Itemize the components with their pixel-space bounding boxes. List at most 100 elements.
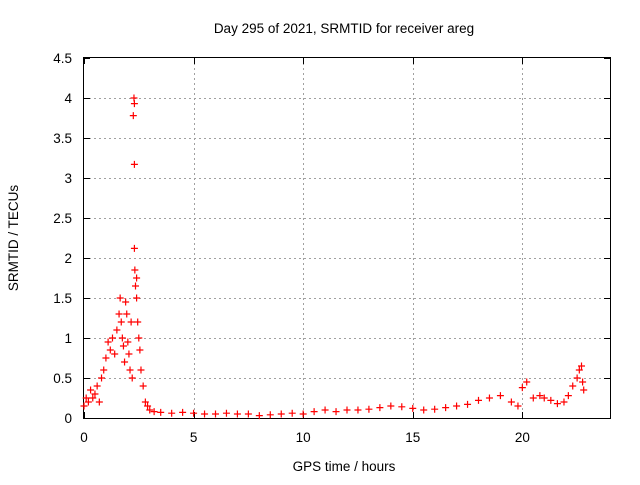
data-point: [485, 394, 493, 402]
data-point: [222, 409, 230, 417]
data-point: [453, 402, 461, 410]
data-point: [507, 398, 515, 406]
data-point: [332, 408, 340, 416]
data-point: [125, 350, 133, 358]
data-point: [266, 411, 274, 419]
data-point: [179, 408, 187, 416]
data-point: [115, 310, 123, 318]
data-point: [523, 378, 531, 386]
data-point: [128, 374, 136, 382]
data-point: [277, 410, 285, 418]
data-point: [365, 405, 373, 413]
y-tick-label: 4.5: [53, 51, 72, 66]
data-point: [84, 398, 92, 406]
x-axis-tick-labels: 0 5 10 15 20: [80, 430, 530, 445]
data-point: [118, 334, 126, 342]
data-series-areg: [80, 94, 588, 420]
data-point: [91, 390, 99, 398]
data-point: [343, 406, 351, 414]
data-point: [564, 392, 572, 400]
data-point: [127, 318, 135, 326]
data-point: [130, 244, 138, 252]
data-point: [299, 410, 307, 418]
data-point: [124, 338, 132, 346]
chart-title: Day 295 of 2021, SRMTID for receiver are…: [214, 21, 474, 36]
data-point: [108, 334, 116, 342]
data-point: [536, 392, 544, 400]
x-tick-label: 5: [190, 430, 198, 445]
y-tick-label: 1: [64, 331, 72, 346]
data-point: [119, 342, 127, 350]
data-point: [144, 402, 152, 410]
data-point: [475, 396, 482, 404]
plot-frame: [83, 57, 611, 419]
y-tick-label: 2.5: [53, 211, 72, 226]
x-tick-label: 15: [405, 430, 420, 445]
data-point: [569, 382, 577, 390]
data-point: [146, 406, 154, 414]
data-point: [514, 402, 522, 410]
data-point: [579, 378, 587, 386]
data-point: [116, 294, 124, 302]
data-point: [100, 366, 108, 374]
y-tick-label: 2: [64, 251, 72, 266]
data-point: [141, 398, 149, 406]
data-point: [578, 362, 586, 370]
data-point: [117, 318, 125, 326]
data-point: [387, 402, 395, 410]
data-point: [111, 350, 119, 358]
data-point: [553, 400, 561, 408]
data-point: [547, 396, 555, 404]
data-point: [122, 298, 130, 306]
axis-ticks: [84, 58, 610, 419]
grid-layer: [84, 58, 610, 418]
data-point: [496, 392, 504, 400]
data-point: [102, 354, 110, 362]
data-point: [409, 404, 417, 412]
data-point: [135, 334, 143, 342]
data-point: [139, 382, 147, 390]
data-point: [89, 394, 97, 402]
data-point: [580, 386, 588, 394]
data-point: [113, 326, 121, 334]
data-point: [212, 410, 219, 418]
data-point: [126, 366, 134, 374]
data-point: [82, 394, 90, 402]
data-point: [321, 406, 329, 414]
data-point: [398, 403, 406, 411]
y-tick-label: 4: [64, 91, 72, 106]
data-point: [464, 400, 472, 408]
data-point: [376, 404, 384, 412]
x-tick-label: 0: [80, 430, 88, 445]
y-tick-label: 3.5: [53, 131, 72, 146]
data-point: [104, 338, 112, 346]
data-point: [575, 366, 583, 374]
data-point: [288, 409, 296, 417]
y-axis-label: SRMTID / TECUs: [6, 185, 21, 292]
data-point: [354, 406, 362, 414]
y-tick-label: 0: [64, 411, 72, 426]
data-point: [130, 160, 138, 168]
data-point: [136, 346, 144, 354]
y-tick-label: 0.5: [53, 371, 72, 386]
y-tick-label: 3: [64, 171, 72, 186]
data-point: [134, 318, 142, 326]
data-point: [168, 409, 176, 417]
data-point: [131, 266, 139, 274]
data-point: [244, 410, 252, 418]
data-point: [201, 410, 209, 418]
data-point: [133, 274, 141, 282]
data-point: [130, 100, 138, 108]
data-point: [133, 294, 141, 302]
data-point: [87, 386, 95, 394]
data-point: [129, 112, 137, 120]
data-point: [560, 398, 568, 406]
data-point: [98, 374, 106, 382]
data-point: [420, 406, 428, 414]
data-point: [310, 408, 318, 416]
data-point: [540, 394, 548, 402]
data-point: [529, 394, 537, 402]
data-point: [121, 358, 129, 366]
data-point: [93, 382, 101, 390]
